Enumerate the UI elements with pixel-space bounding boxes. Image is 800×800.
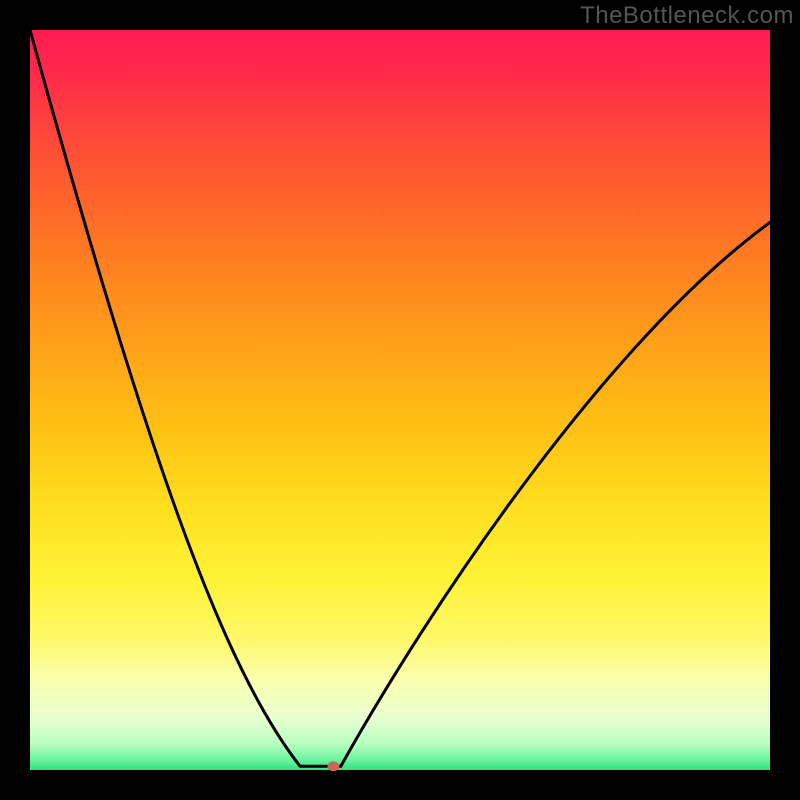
chart-stage: TheBottleneck.com — [0, 0, 800, 800]
bottleneck-chart — [0, 0, 800, 800]
chart-gradient-bg — [30, 30, 770, 770]
watermark-text: TheBottleneck.com — [580, 2, 794, 30]
current-marker — [327, 761, 339, 771]
